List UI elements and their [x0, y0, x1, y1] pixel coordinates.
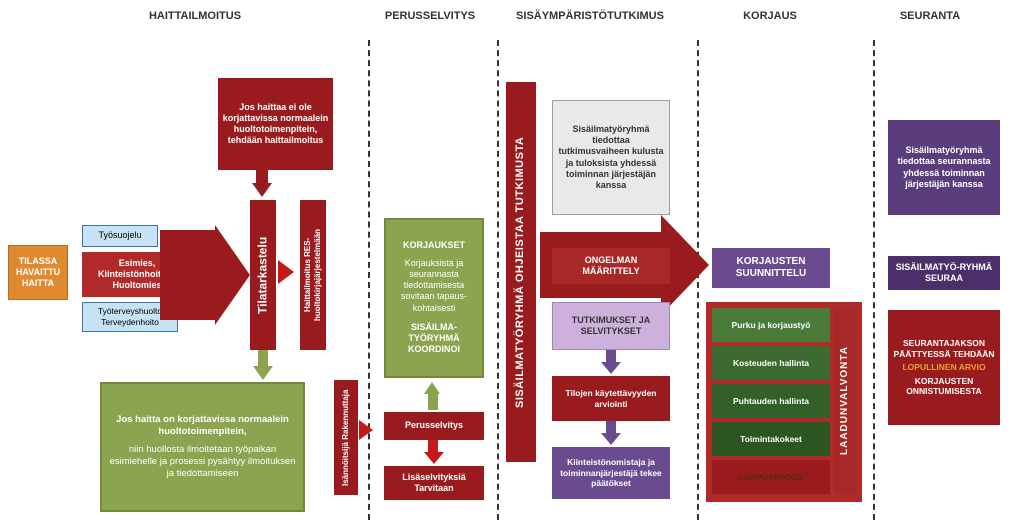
kiinteisto-box: Kiinteistönomistaja ja toiminnanjärjestä… — [552, 447, 670, 499]
toimintakokeet-box: Toimintakokeet — [712, 422, 830, 456]
greenbox-lower: Jos haitta on korjattavissa normaalein h… — [100, 382, 305, 512]
seuranta-bot-1: SEURANTAJAKSON PÄÄTTYESSÄ TEHDÄÄN — [892, 338, 996, 359]
arrow-head-1 — [215, 225, 250, 325]
seuranta-bot-box: SEURANTAJAKSON PÄÄTTYESSÄ TEHDÄÄN LOPULL… — [888, 310, 1000, 425]
tilassa-box: TILASSA HAVAITTU HAITTA — [8, 245, 68, 300]
header-korjaus: KORJAUS — [720, 10, 820, 22]
header-sisaymparisto: SISÄYMPÄRISTÖTUTKIMUS — [500, 10, 680, 22]
tilojen-box: Tilojen käytettävyyden arviointi — [552, 376, 670, 421]
korjaukset-footer: SISÄILMA-TYÖRYHMÄ KOORDINOI — [390, 322, 478, 356]
seuranta-mid-box: SISÄILMATYÖ-RYHMÄ SEURAA — [888, 256, 1000, 290]
arrow-purple-down-2 — [601, 433, 621, 445]
puhtauden-box: Puhtauden hallinta — [712, 384, 830, 418]
perusselvitys-box: Perusselvitys — [384, 412, 484, 440]
divider-2 — [497, 40, 499, 520]
divider-1 — [368, 40, 370, 520]
arrow-body-1 — [160, 230, 215, 320]
seuranta-bot-3: KORJAUSTEN ONNISTUMISESTA — [892, 376, 996, 397]
gray-info-box: Sisäilmatyöryhmä tiedottaa tutkimusvaihe… — [552, 100, 670, 215]
greenbox-line2: niin huollosta ilmoitetaan työpaikan esi… — [106, 444, 299, 480]
korjaukset-body: Korjauksista ja seurannasta tiedottamise… — [390, 258, 478, 314]
arrow-green-down — [253, 366, 273, 380]
divider-4 — [873, 40, 875, 520]
arrow-red-down-2 — [424, 452, 444, 464]
korjaukset-box: KORJAUKSET Korjauksista ja seurannasta t… — [384, 218, 484, 378]
seuranta-bot-2: LOPULLINEN ARVIO — [902, 362, 985, 373]
isannoitsija-box: Isännöitsijä Rakennuttaja — [334, 380, 358, 495]
header-perusselvitys: PERUSSELVITYS — [370, 10, 490, 22]
greenbox-line1: Jos haitta on korjattavissa normaalein h… — [106, 414, 299, 438]
purku-box: Purku ja korjaustyö — [712, 308, 830, 342]
arrow-down-1 — [252, 183, 272, 197]
seuranta-top-box: Sisäilmatyöryhmä tiedottaa seurannasta y… — [888, 120, 1000, 215]
vertical-red-bar: SISÄILMATYÖRYHMÄ OHJEISTAA TUTKIMUSTA — [506, 82, 536, 462]
tutkimukset-box: TUTKIMUKSET JA SELVITYKSET — [552, 302, 670, 350]
arrow-purple-down-1 — [601, 362, 621, 374]
conn-olive-up — [428, 394, 438, 410]
kosteuden-box: Kosteuden hallinta — [712, 346, 830, 380]
ongelman-box: ONGELMAN MÄÄRITTELY — [552, 248, 670, 284]
lisaselvityksia-box: Lisäselvityksiä Tarvitaan — [384, 466, 484, 500]
header-haittailmoitus: HAITTAILMOITUS — [120, 10, 270, 22]
loppusiivous-box: LOPPUSIIVOUS — [712, 460, 830, 494]
topred-box: Jos haittaa ei ole korjattavissa normaal… — [218, 78, 333, 170]
arrow-olive-up — [424, 382, 440, 394]
tyosuojelu-box: Työsuojelu — [82, 225, 158, 247]
arrow-right-small-1 — [278, 260, 294, 284]
header-seuranta: SEURANTA — [880, 10, 980, 22]
laadunvalvonta-box: LAADUNVALVONTA — [834, 308, 856, 494]
haittailmoitus-res-box: Haittailmoitus RES-huoltokirjajärjestelm… — [300, 200, 326, 350]
korjausten-box: KORJAUSTEN SUUNNITTELU — [712, 248, 830, 288]
korjaukset-title: KORJAUKSET — [403, 240, 465, 251]
arrow-right-small-2 — [359, 420, 373, 440]
tilatarkastelu-box: Tilatarkastelu — [250, 200, 276, 350]
